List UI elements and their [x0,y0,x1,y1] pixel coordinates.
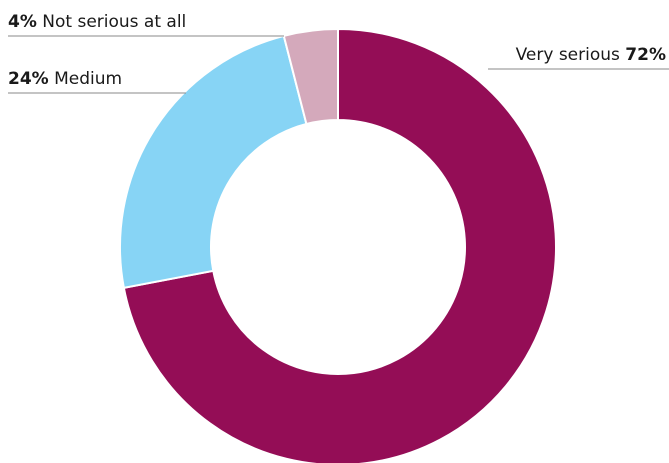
label-very-serious: Very serious 72% [516,45,666,65]
donut-slices [119,27,557,463]
label-very-serious-pct: 72% [625,45,666,65]
label-medium-name: Medium [54,69,122,89]
label-very-serious-name: Very serious [516,45,620,65]
label-not-serious: 4% Not serious at all [8,12,186,32]
label-not-serious-pct: 4% [8,12,37,32]
slice-very-serious [122,27,557,463]
slice-not-serious-at-all [282,27,339,126]
label-not-serious-name: Not serious at all [42,12,186,32]
label-medium-pct: 24% [8,69,49,89]
slice-medium [119,34,308,290]
label-medium: 24% Medium [8,69,122,89]
